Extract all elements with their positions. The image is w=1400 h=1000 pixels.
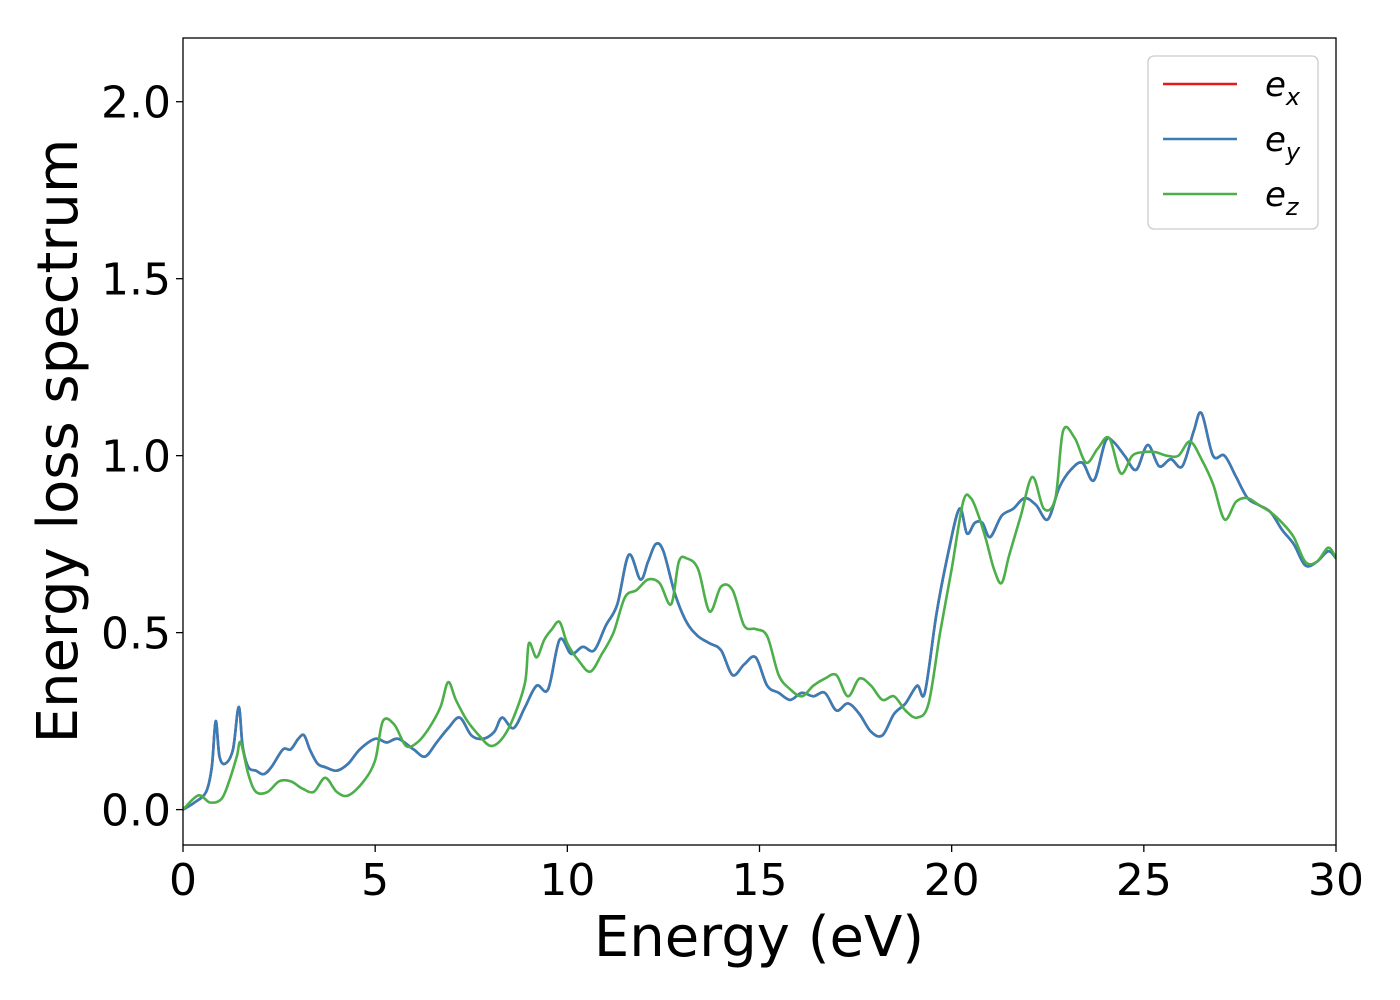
legend-label-subscript: z — [1285, 193, 1300, 221]
x-tick-label: 5 — [361, 855, 389, 906]
y-tick-label: 2.0 — [101, 78, 171, 129]
x-tick-label: 25 — [1116, 855, 1172, 906]
plot-lines — [183, 411, 1336, 811]
x-tick-label: 20 — [924, 855, 980, 906]
series-line-x — [183, 411, 1336, 811]
x-tick-label: 0 — [169, 855, 197, 906]
y-tick-label: 1.5 — [101, 255, 171, 306]
y-tick-label: 0.5 — [101, 609, 171, 660]
legend-label-base: e — [1265, 120, 1286, 160]
y-axis-label: Energy loss spectrum — [26, 139, 91, 744]
x-tick-label: 30 — [1308, 855, 1364, 906]
legend-label-x: ex — [1265, 65, 1301, 111]
series-line-y — [183, 411, 1336, 811]
y-tick-label: 1.0 — [101, 432, 171, 483]
x-axis-label: Energy (eV) — [594, 905, 924, 970]
y-axis-ticks: 0.0 0.5 1.0 1.5 2.0 — [101, 78, 183, 837]
legend-label-base: e — [1265, 175, 1286, 215]
x-tick-label: 15 — [732, 855, 788, 906]
legend-label-y: ey — [1265, 120, 1301, 166]
x-tick-label: 10 — [539, 855, 595, 906]
x-axis-ticks: 0 5 10 15 20 25 30 — [169, 845, 1364, 906]
legend-label-subscript: y — [1285, 138, 1301, 166]
legend-label-subscript: x — [1285, 83, 1301, 111]
legend-label-base: e — [1265, 65, 1286, 105]
legend-label-z: ez — [1265, 175, 1300, 221]
legend-box — [1147, 55, 1319, 230]
series-line-z — [183, 425, 1336, 811]
y-tick-label: 0.0 — [101, 786, 171, 837]
